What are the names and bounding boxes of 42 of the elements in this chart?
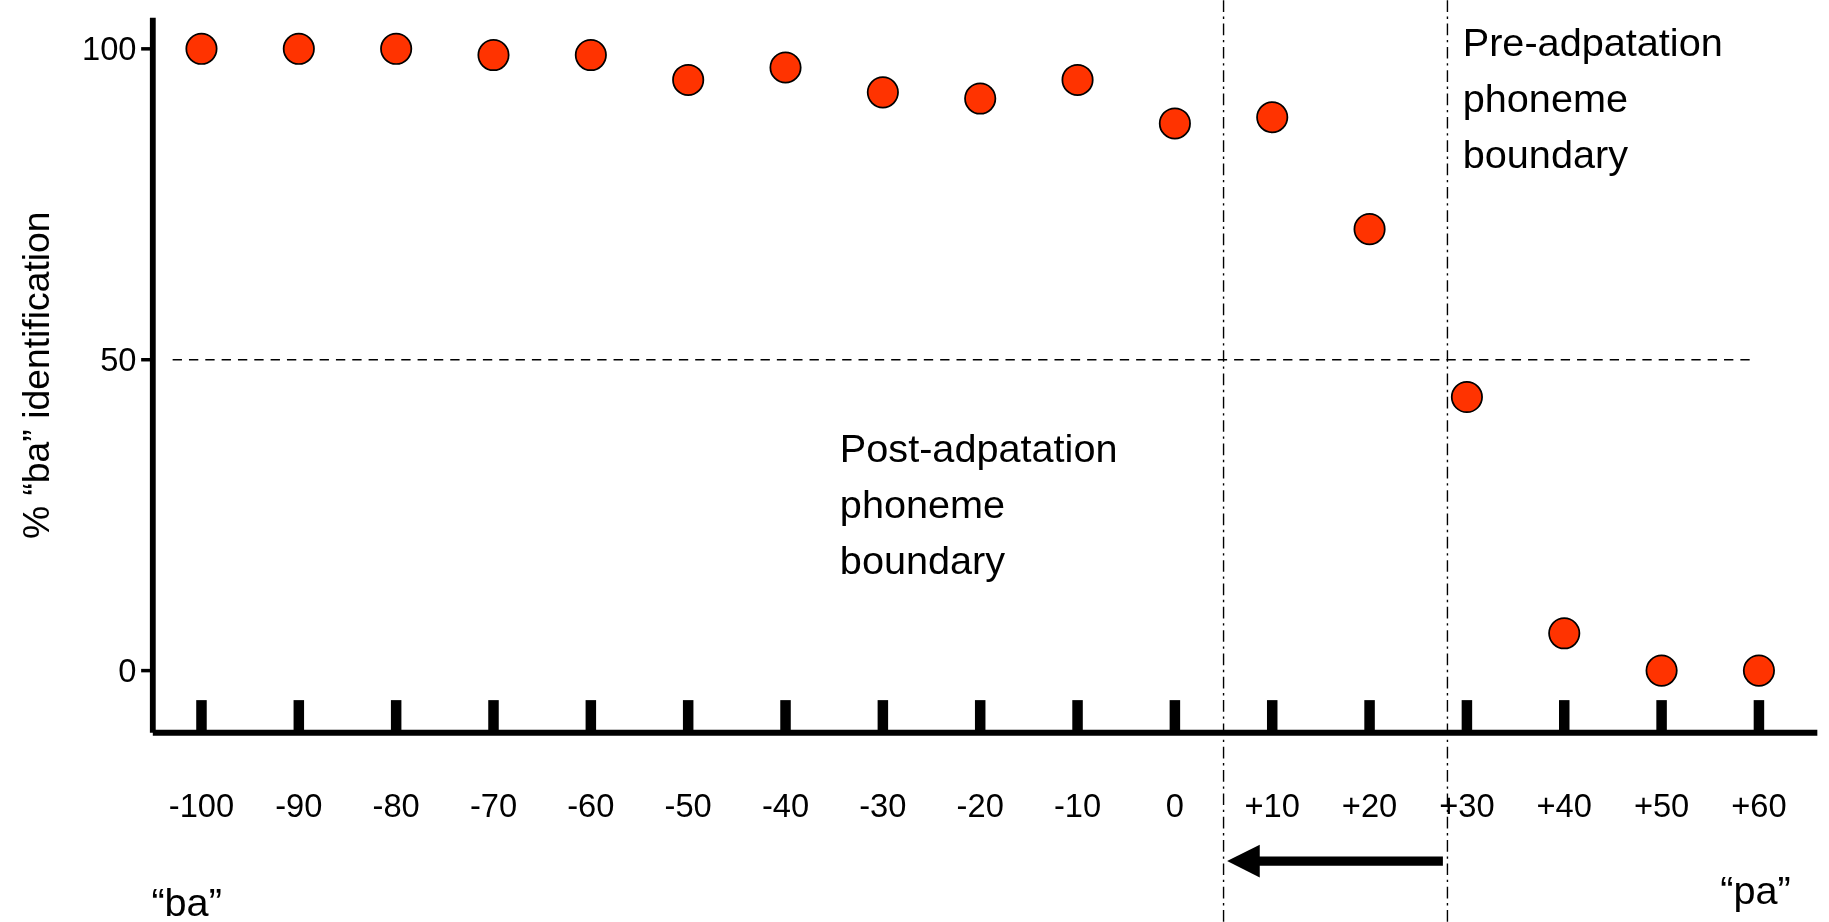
y-tick-label: 100	[81, 30, 137, 68]
x-tick-label: +10	[1244, 786, 1300, 824]
point	[1645, 654, 1678, 687]
x-tick-label: +50	[1633, 786, 1690, 824]
point	[574, 39, 607, 72]
point	[282, 32, 315, 65]
point	[1450, 380, 1483, 414]
point	[1256, 101, 1289, 134]
x-tick-label: -100	[168, 786, 235, 824]
point	[866, 76, 899, 109]
x-tick-label: +30	[1439, 786, 1495, 824]
point	[769, 51, 802, 84]
x-tick-label: -50	[664, 786, 712, 824]
text: “pa”	[1720, 868, 1791, 913]
x-tick-label: -80	[372, 786, 420, 824]
x-tick-label: +60	[1731, 786, 1787, 824]
x-tick-label: +40	[1536, 786, 1592, 824]
point	[1353, 213, 1386, 246]
text: “ba”	[151, 879, 222, 922]
x-tick-label: -60	[567, 786, 615, 824]
x-tick-label: +20	[1341, 786, 1398, 824]
y-tick-label: 0	[118, 652, 137, 690]
point	[477, 39, 510, 72]
point	[1548, 617, 1581, 650]
x-tick-label: 0	[1165, 786, 1184, 824]
x-tick-label: -30	[859, 786, 907, 824]
annotation: Post-adpatation phoneme boundary	[839, 426, 1118, 583]
point	[1061, 63, 1094, 96]
point	[1742, 654, 1775, 687]
point	[672, 63, 705, 96]
x-tick-label: -70	[469, 786, 518, 824]
x-tick-label: -20	[956, 786, 1004, 824]
x-tick-label: -90	[275, 786, 323, 824]
x-tick-label: -40	[761, 786, 810, 824]
point	[185, 32, 218, 65]
point	[964, 82, 997, 115]
x-tick-label: -10	[1053, 786, 1102, 824]
annotation: Pre-adpatation phoneme boundary	[1462, 20, 1723, 177]
point	[1158, 107, 1191, 140]
point	[380, 32, 413, 65]
y-tick-label: 50	[100, 341, 137, 379]
y-axis-title: % “ba” identification	[14, 211, 57, 540]
